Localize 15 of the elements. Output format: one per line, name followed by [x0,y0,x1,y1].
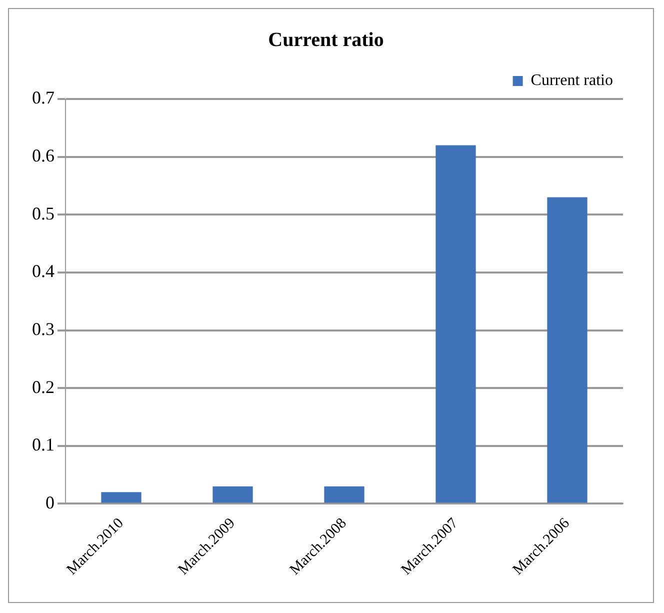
y-tick-label: 0.6 [32,146,54,166]
y-tick-label: 0.5 [32,203,54,224]
y-tick-label: 0.1 [32,434,54,455]
y-tick-label: 0.2 [32,376,54,397]
chart-title: Current ratio [268,29,384,52]
bar [324,486,364,503]
y-tick-label: 0.7 [32,88,54,108]
y-tick-label: 0.4 [32,261,54,282]
bar [101,492,142,503]
bar [547,197,588,503]
y-tick-label: 0.3 [32,319,54,340]
legend-label: Current ratio [530,72,614,90]
bar [212,486,253,503]
bar [436,145,476,503]
y-tick-label: 0 [46,492,54,512]
